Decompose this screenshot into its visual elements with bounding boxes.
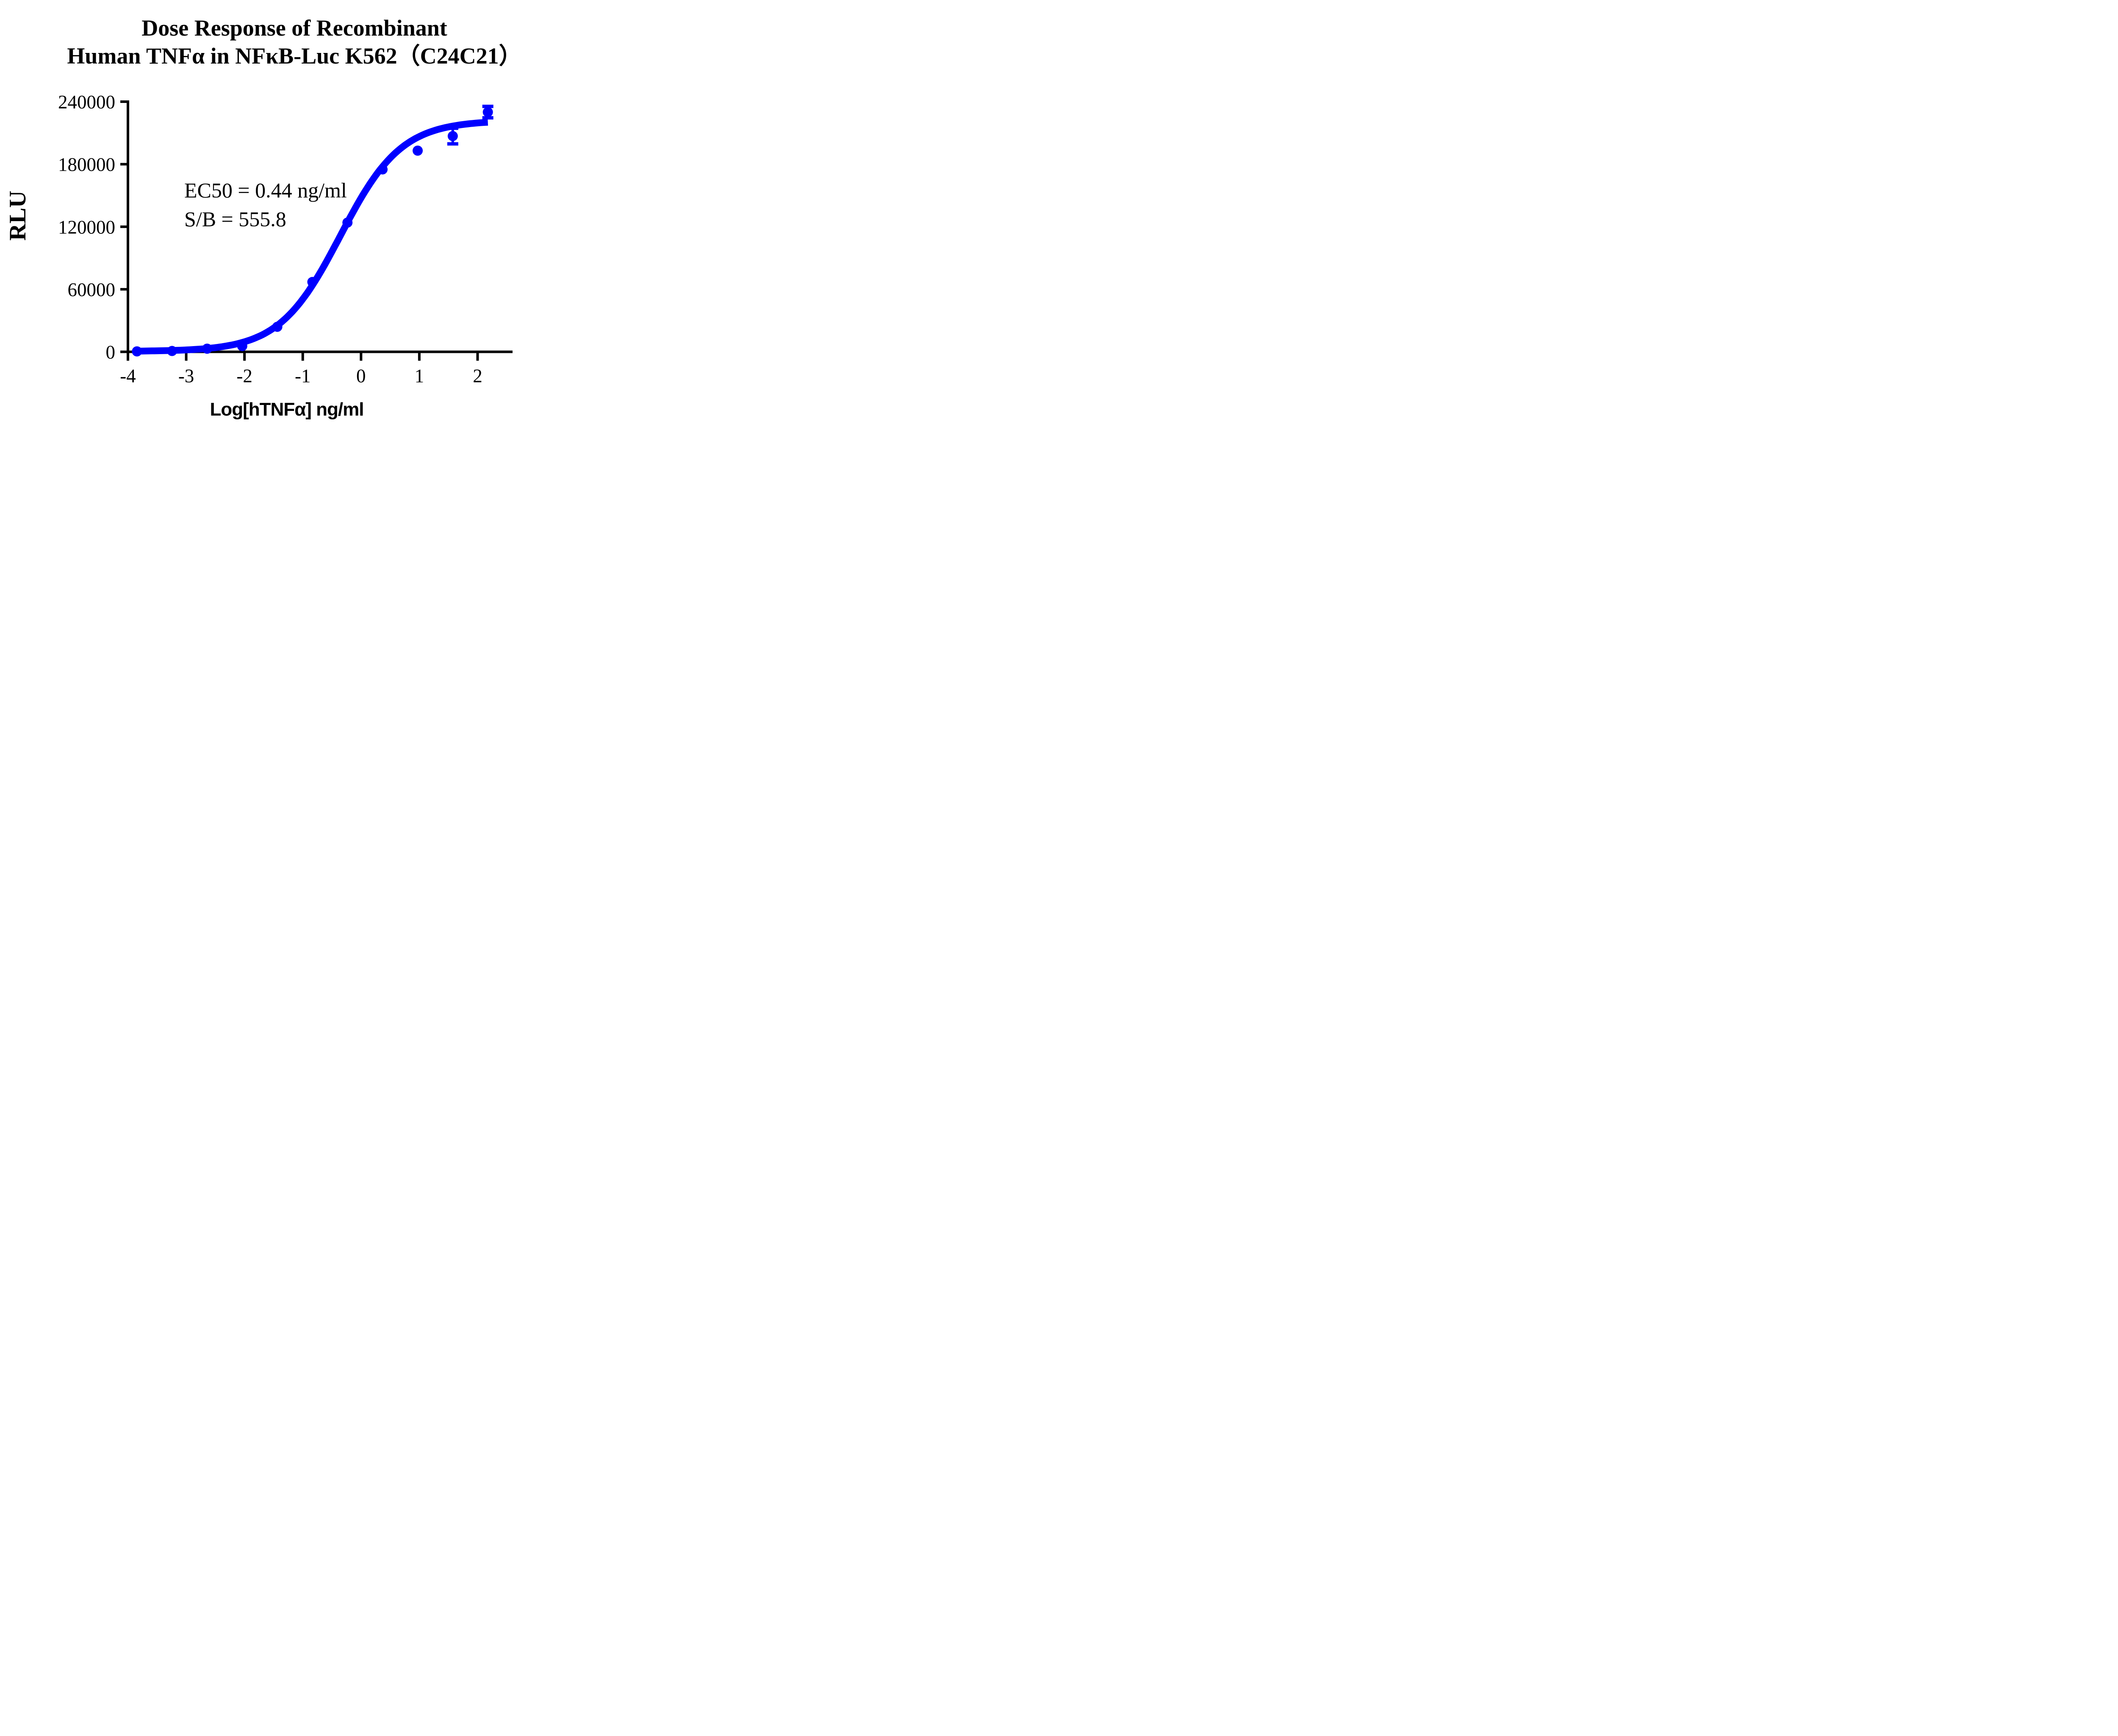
y-tick-label: 60000 [68, 279, 116, 300]
chart-title: Dose Response of Recombinant Human TNFα … [0, 14, 566, 70]
x-tick-label: -4 [120, 366, 136, 387]
fit-annotation: EC50 = 0.44 ng/ml S/B = 555.8 [184, 176, 347, 233]
y-tick-label: 120000 [58, 216, 115, 238]
data-point [377, 164, 388, 175]
ec50-annotation: EC50 = 0.44 ng/ml [184, 178, 347, 202]
chart-title-line-1: Dose Response of Recombinant [141, 15, 447, 41]
x-tick-label: 0 [356, 366, 366, 387]
data-point [342, 217, 353, 228]
x-tick-label: -1 [295, 366, 311, 387]
chart-title-line-2: Human TNFα in NFκB-Luc K562（C24C21） [67, 43, 522, 69]
data-point [237, 341, 247, 351]
x-tick-label: 1 [415, 366, 424, 387]
data-point [482, 107, 493, 117]
data-point [167, 346, 177, 356]
fit-curve [137, 119, 488, 355]
sb-annotation: S/B = 555.8 [184, 207, 286, 231]
x-axis-title: Log[hTNFα] ng/ml [210, 399, 364, 420]
x-tick-label: -2 [236, 366, 252, 387]
x-tick-label: 2 [473, 366, 482, 387]
data-point [202, 344, 212, 354]
y-tick-label: 240000 [58, 92, 115, 113]
y-tick-label: 180000 [58, 154, 115, 175]
data-point [413, 145, 423, 156]
dose-response-figure: Dose Response of Recombinant Human TNFα … [0, 0, 566, 434]
data-point [132, 346, 142, 357]
plot-svg: 0 60000 120000 180000 240000 -4 -3 -2 -1 0 1 2 [58, 92, 513, 387]
data-point [447, 131, 458, 141]
data-point [272, 322, 283, 332]
y-tick-label: 0 [106, 342, 116, 363]
x-tick-label: -3 [178, 366, 194, 387]
data-point [307, 277, 318, 287]
